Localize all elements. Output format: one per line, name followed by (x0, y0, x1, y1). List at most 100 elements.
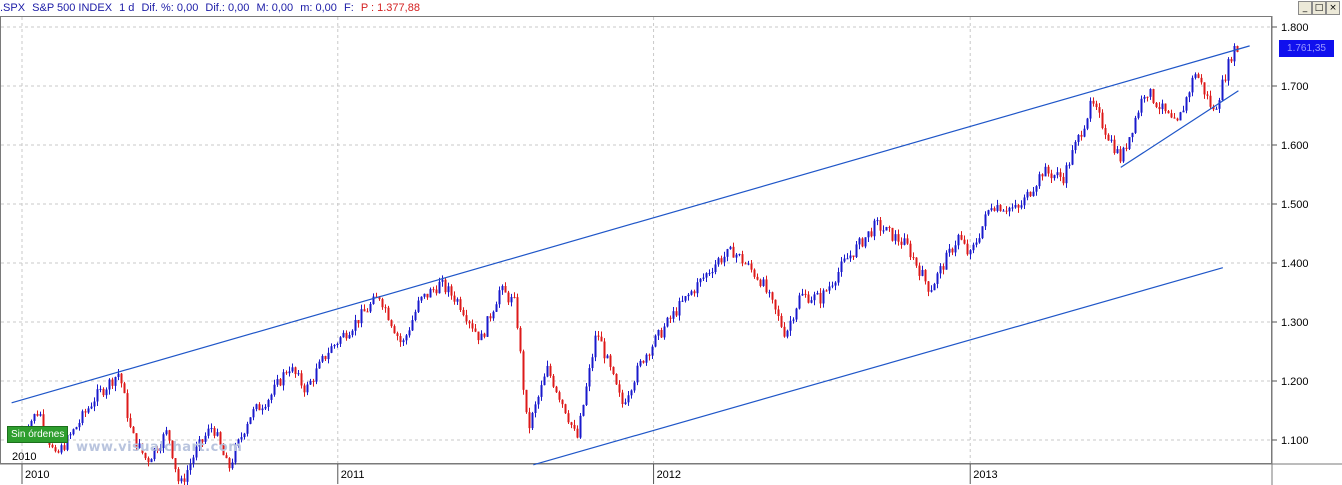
candle-body (516, 297, 519, 328)
candle-body (1089, 100, 1092, 119)
candle-body (768, 292, 771, 294)
candle-body (177, 469, 180, 482)
candle-body (297, 373, 300, 375)
candle-body (138, 443, 141, 449)
candle-body (630, 390, 633, 396)
candle-body (270, 394, 273, 400)
candle-body (585, 386, 588, 405)
candle-body (648, 354, 651, 356)
candle-body (573, 424, 576, 429)
candle-body (1152, 89, 1155, 103)
candle-body (507, 292, 510, 303)
candle-body (501, 286, 504, 291)
candle-body (687, 294, 690, 297)
last-price-marker: 1.761,35 (1279, 40, 1334, 57)
candle-body (267, 399, 270, 407)
candle-body (987, 210, 990, 215)
candle-body (144, 452, 147, 459)
candle-body (942, 266, 945, 270)
x-tick-label: 2011 (341, 469, 365, 481)
candle-body (873, 220, 876, 237)
candle-body (315, 368, 318, 382)
candle-body (1068, 164, 1071, 166)
candle-body (1221, 79, 1224, 101)
watermark-text: www.visualchart.com (76, 440, 243, 455)
candle-body (477, 331, 480, 341)
candle-body (1077, 134, 1080, 142)
candle-body (735, 254, 738, 258)
candle-body (408, 330, 411, 336)
candle-body (183, 478, 186, 482)
maximize-icon[interactable]: □ (1312, 1, 1326, 15)
candle-body (324, 356, 327, 360)
candle-body (513, 297, 516, 299)
candle-body (228, 458, 231, 469)
candle-body (327, 352, 330, 360)
candle-body (234, 446, 237, 463)
trendline[interactable] (533, 267, 1224, 466)
candle-body (963, 239, 966, 244)
candle-body (402, 340, 405, 343)
candle-body (594, 335, 597, 358)
candle-body (774, 299, 777, 310)
orders-badge[interactable]: Sin órdenes (7, 426, 69, 443)
candle-body (366, 311, 369, 313)
candle-body (537, 396, 540, 405)
candle-body (1053, 175, 1056, 179)
close-icon[interactable]: × (1326, 1, 1340, 15)
candle-body (816, 292, 819, 295)
candle-body (117, 373, 120, 378)
max-label: M: 0,00 (256, 2, 294, 14)
candle-body (255, 404, 258, 410)
x-tick-label: 2010 (25, 469, 49, 481)
candle-body (846, 258, 849, 260)
candle-body (204, 435, 207, 442)
candle-body (969, 250, 972, 255)
candle-body (1185, 97, 1188, 111)
candle-body (912, 257, 915, 259)
candle-body (1182, 110, 1185, 113)
candle-body (828, 286, 831, 291)
candle-body (420, 296, 423, 301)
candle-body (132, 426, 135, 434)
candle-body (240, 437, 243, 440)
candle-body (948, 248, 951, 253)
candle-body (879, 220, 882, 231)
chart-header: .SPX S&P 500 INDEX 1 d Dif. %: 0,00 Dif.… (0, 0, 1342, 16)
minimize-icon[interactable]: _ (1298, 1, 1312, 15)
candle-body (411, 320, 414, 331)
candle-body (867, 231, 870, 238)
y-tick-label: 1.100 (1281, 435, 1309, 447)
candle-body (1065, 165, 1068, 184)
candle-body (432, 289, 435, 291)
candle-body (933, 283, 936, 291)
candle-body (717, 258, 720, 265)
candle-body (1017, 205, 1020, 208)
candle-body (813, 294, 816, 301)
candle-body (174, 458, 177, 470)
candle-body (198, 439, 201, 447)
candle-body (369, 303, 372, 312)
candle-body (336, 343, 339, 346)
candle-body (96, 389, 99, 402)
candle-body (246, 423, 249, 434)
candle-body (285, 372, 288, 374)
candle-body (993, 208, 996, 211)
candle-body (1008, 207, 1011, 212)
candle-body (318, 361, 321, 369)
trendline[interactable] (11, 45, 1250, 404)
candle-body (759, 279, 762, 286)
candle-body (1056, 172, 1059, 176)
candle-body (189, 463, 192, 471)
candle-body (276, 379, 279, 385)
candle-body (786, 330, 789, 337)
candle-body (480, 333, 483, 341)
candle-body (1143, 96, 1146, 99)
candle-body (36, 414, 39, 416)
candle-body (1101, 112, 1104, 129)
candle-body (237, 439, 240, 447)
trendline[interactable] (1120, 90, 1239, 168)
candle-body (498, 290, 501, 305)
candle-body (231, 462, 234, 469)
